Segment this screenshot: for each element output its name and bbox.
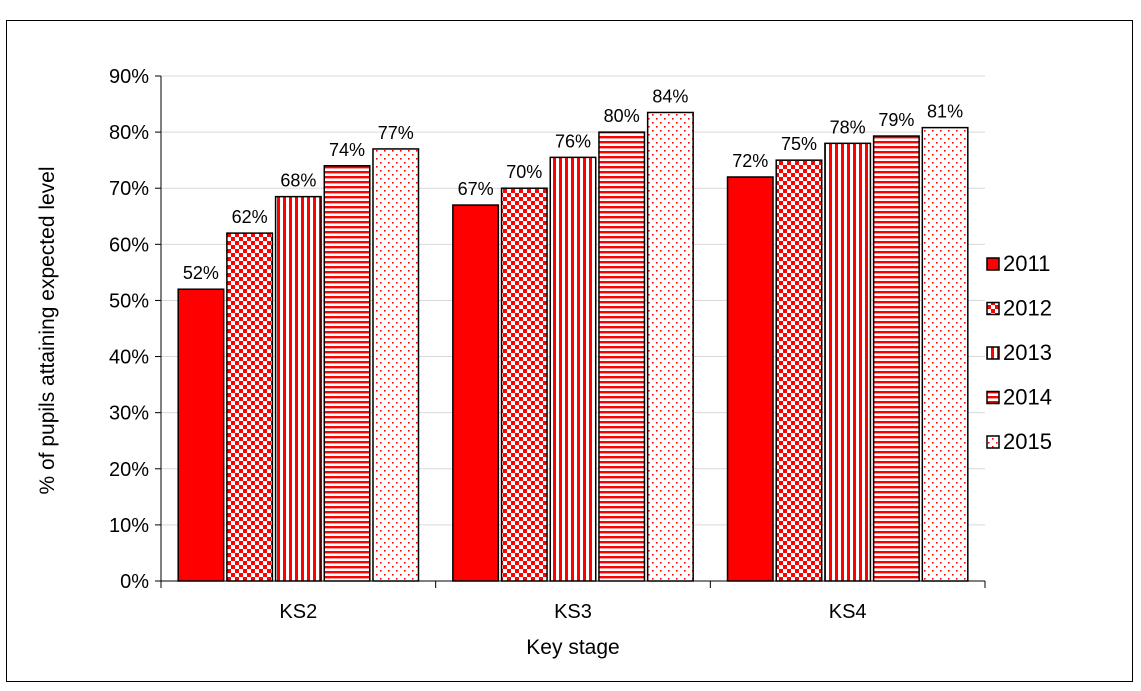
data-labels: 52% 62% 68% 74% 77% 67% 70% 76% 80% 84% 72% 75% 78% 7… bbox=[183, 86, 963, 283]
legend-swatch-2015 bbox=[986, 435, 1000, 449]
x-tick-label-ks2: KS2 bbox=[279, 601, 317, 623]
legend: 2011 2012 2013 2014 2015 bbox=[986, 251, 1052, 454]
bar-2015-ks4 bbox=[921, 126, 969, 582]
y-tick-label: 60% bbox=[109, 234, 149, 256]
y-tick-label: 10% bbox=[109, 515, 149, 537]
y-tick-label: 80% bbox=[109, 122, 149, 144]
bar-2014-ks2 bbox=[323, 165, 371, 582]
bar-2012-ks4 bbox=[775, 159, 823, 582]
data-label-2015-ks3: 84% bbox=[652, 86, 688, 106]
y-tick-label: 30% bbox=[109, 403, 149, 425]
x-axis-title: Key stage bbox=[526, 636, 619, 659]
data-label-2014-ks4: 79% bbox=[878, 110, 914, 130]
x-tick-label-ks3: KS3 bbox=[554, 601, 592, 623]
bar-2014-ks4 bbox=[872, 135, 920, 582]
y-tick-label: 50% bbox=[109, 290, 149, 312]
bar-2013-ks3 bbox=[549, 156, 597, 582]
data-label-2012-ks4: 75% bbox=[781, 134, 817, 154]
bar-2013-ks2 bbox=[274, 195, 322, 582]
data-label-2013-ks2: 68% bbox=[280, 171, 316, 191]
legend-label-2012: 2012 bbox=[1003, 296, 1052, 321]
legend-swatch-2014 bbox=[986, 390, 1000, 405]
legend-label-2013: 2013 bbox=[1003, 340, 1052, 365]
legend-swatch-2013 bbox=[986, 346, 1000, 360]
y-tick-label: 20% bbox=[109, 459, 149, 481]
data-label-2015-ks4: 81% bbox=[927, 102, 963, 122]
bars bbox=[177, 111, 969, 582]
data-label-2013-ks4: 78% bbox=[830, 117, 866, 137]
y-tick-label: 40% bbox=[109, 347, 149, 369]
data-label-2012-ks3: 70% bbox=[506, 162, 542, 182]
legend-swatch-2011 bbox=[986, 257, 1000, 271]
legend-label-2015: 2015 bbox=[1003, 429, 1052, 454]
y-tick-label: 90% bbox=[109, 66, 149, 88]
data-label-2015-ks2: 77% bbox=[378, 123, 414, 143]
x-tick-label-ks4: KS4 bbox=[829, 601, 867, 623]
bar-2011-ks2 bbox=[177, 288, 225, 582]
bar-2013-ks4 bbox=[824, 142, 872, 582]
y-tick-label: 70% bbox=[109, 178, 149, 200]
legend-label-2011: 2011 bbox=[1003, 251, 1050, 276]
data-label-2012-ks2: 62% bbox=[232, 207, 268, 227]
bar-2014-ks3 bbox=[598, 131, 646, 582]
chart-frame: 52% 62% 68% 74% 77% 67% 70% 76% 80% 84% 72% 75% 78% 7… bbox=[6, 20, 1133, 682]
data-label-2013-ks3: 76% bbox=[555, 131, 591, 151]
tick-labels: 0% 10% 20% 30% 40% 50% 60% 70% 80% 90% KS2 KS3 KS4 bbox=[109, 66, 867, 623]
data-label-2014-ks3: 80% bbox=[604, 106, 640, 126]
y-tick-label: 0% bbox=[120, 571, 149, 593]
bar-2015-ks2 bbox=[372, 148, 420, 582]
bar-2011-ks4 bbox=[726, 176, 774, 582]
bar-2011-ks3 bbox=[452, 204, 500, 582]
axes bbox=[155, 75, 986, 588]
data-label-2011-ks2: 52% bbox=[183, 263, 219, 283]
legend-label-2014: 2014 bbox=[1003, 385, 1052, 410]
bar-2012-ks2 bbox=[226, 232, 274, 582]
bar-2012-ks3 bbox=[500, 187, 548, 582]
bar-chart: 52% 62% 68% 74% 77% 67% 70% 76% 80% 84% 72% 75% 78% 7… bbox=[36, 66, 1052, 659]
bar-2015-ks3 bbox=[646, 111, 694, 582]
data-label-2011-ks4: 72% bbox=[732, 151, 768, 171]
data-label-2014-ks2: 74% bbox=[329, 140, 365, 160]
legend-swatch-2012 bbox=[986, 301, 1000, 316]
y-axis-title: % of pupils attaining expected level bbox=[36, 166, 59, 494]
data-label-2011-ks3: 67% bbox=[458, 179, 494, 199]
